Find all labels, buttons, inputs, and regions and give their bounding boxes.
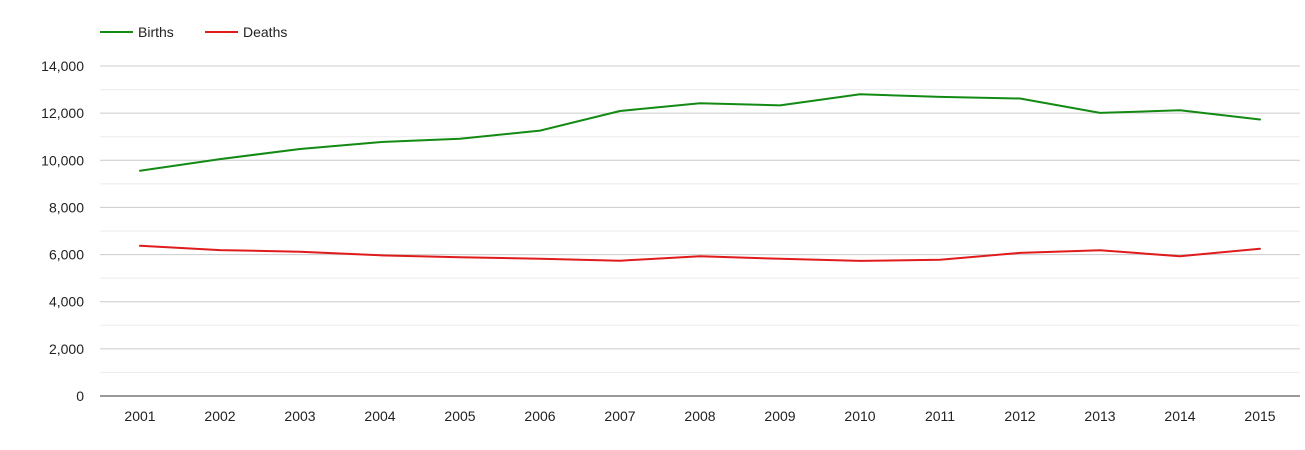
x-tick-label: 2002 (204, 408, 235, 424)
x-tick-label: 2014 (1164, 408, 1195, 424)
y-tick-label: 12,000 (41, 105, 84, 121)
minor-gridlines (100, 89, 1300, 373)
y-tick-label: 14,000 (41, 58, 84, 74)
x-tick-label: 2004 (364, 408, 395, 424)
y-axis-tick-labels: 0 2,000 4,000 6,000 8,000 10,000 12,000 14,000 (41, 58, 84, 404)
y-tick-label: 2,000 (49, 341, 84, 357)
x-tick-label: 2008 (684, 408, 715, 424)
x-tick-label: 2006 (524, 408, 555, 424)
y-tick-label: 8,000 (49, 199, 84, 215)
legend: Births Deaths (100, 24, 287, 40)
legend-label: Deaths (243, 24, 287, 40)
x-tick-label: 2009 (764, 408, 795, 424)
x-tick-label: 2015 (1244, 408, 1275, 424)
x-tick-label: 2011 (925, 408, 955, 424)
y-tick-label: 6,000 (49, 247, 84, 263)
x-axis-tick-labels: 2001 2002 2003 2004 2005 2006 2007 2008 2009 2010… (124, 408, 1275, 424)
series-line-deaths (139, 244, 1261, 262)
x-tick-label: 2001 (124, 408, 155, 424)
y-tick-label: 10,000 (41, 152, 84, 168)
y-tick-label: 4,000 (49, 294, 84, 310)
series-line-births (139, 93, 1261, 172)
y-tick-label: 0 (76, 388, 84, 404)
x-tick-label: 2003 (284, 408, 315, 424)
x-tick-label: 2010 (844, 408, 875, 424)
x-tick-label: 2007 (604, 408, 635, 424)
legend-label: Births (138, 24, 174, 40)
series-lines (139, 93, 1261, 262)
x-tick-label: 2005 (444, 408, 475, 424)
legend-item-deaths[interactable]: Deaths (205, 24, 287, 40)
x-tick-label: 2012 (1004, 408, 1035, 424)
x-tick-label: 2013 (1084, 408, 1115, 424)
legend-item-births[interactable]: Births (100, 24, 174, 40)
major-gridlines (100, 65, 1300, 397)
